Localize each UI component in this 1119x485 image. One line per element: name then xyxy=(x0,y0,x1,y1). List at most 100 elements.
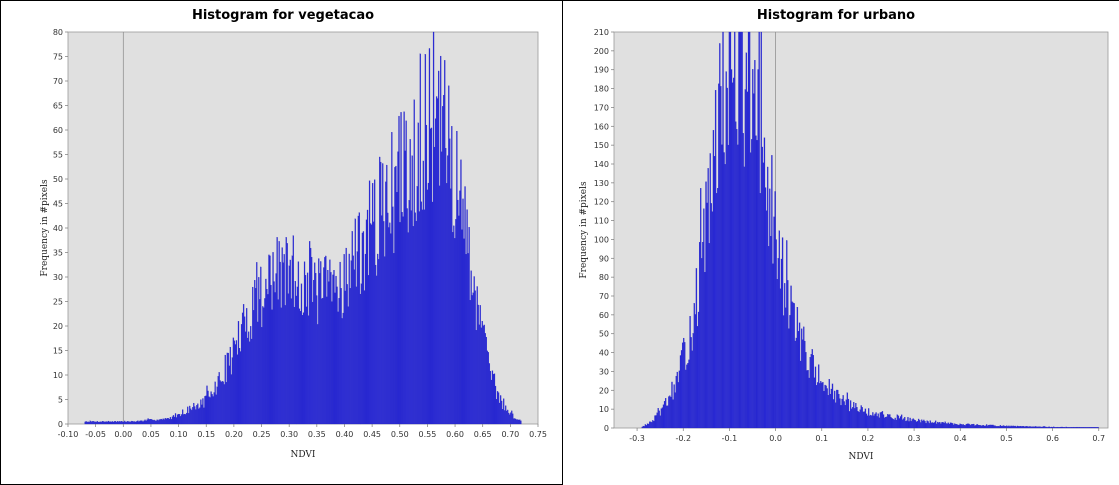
histogram-bar xyxy=(769,188,771,429)
histogram-bar xyxy=(317,324,319,425)
y-tick-label: 60 xyxy=(53,126,63,135)
histogram-bar xyxy=(163,419,165,425)
histogram-bar xyxy=(788,328,790,429)
x-tick-label: 0.50 xyxy=(391,430,409,439)
histogram-bar xyxy=(436,98,439,425)
histogram-bar xyxy=(520,420,522,425)
histogram-bar xyxy=(1078,426,1080,429)
histogram-bar xyxy=(972,424,974,429)
histogram-bar xyxy=(1063,427,1065,429)
histogram-bar xyxy=(116,421,119,425)
x-tick-label: 0.15 xyxy=(197,430,215,439)
histogram-bar xyxy=(1010,425,1012,429)
histogram-bar xyxy=(675,375,677,429)
histogram-bar xyxy=(1086,427,1089,429)
histogram-bar xyxy=(832,399,835,429)
histogram-bar xyxy=(416,186,418,425)
histogram-bar xyxy=(98,421,100,425)
histogram-bar xyxy=(297,261,300,425)
histogram-bar xyxy=(823,390,825,429)
histogram-bar xyxy=(1067,427,1070,429)
histogram-bar xyxy=(997,426,999,429)
histogram-bar xyxy=(226,352,228,425)
histogram-bar xyxy=(493,373,496,425)
histogram-bar xyxy=(896,414,898,429)
histogram-bar xyxy=(492,374,495,425)
y-tick-label: 170 xyxy=(594,103,609,112)
y-tick-label: 10 xyxy=(599,405,609,414)
histogram-bar xyxy=(645,425,648,429)
histogram-bar xyxy=(443,95,445,425)
histogram-bar xyxy=(155,420,157,425)
histogram-bar xyxy=(452,232,454,425)
histogram-bar xyxy=(875,412,877,429)
histogram-bar xyxy=(160,418,162,425)
histogram-bar xyxy=(683,337,685,429)
histogram-bar xyxy=(142,421,144,425)
histogram-bar xyxy=(772,263,774,429)
histogram-bar xyxy=(429,128,432,425)
histogram-bar xyxy=(477,304,479,425)
histogram-bar xyxy=(396,192,398,425)
histogram-bar xyxy=(256,262,258,425)
histogram-bar xyxy=(188,413,190,425)
histogram-bar xyxy=(462,198,464,425)
histogram-bar xyxy=(774,191,776,429)
histogram-bar xyxy=(919,420,921,429)
histogram-bar xyxy=(666,405,668,429)
histogram-bar xyxy=(961,424,963,429)
histogram-bar xyxy=(185,414,187,425)
histogram-bar xyxy=(119,421,121,425)
histogram-bar xyxy=(794,340,796,429)
histogram-bar xyxy=(701,258,703,429)
histogram-bar xyxy=(400,112,402,425)
histogram-bar xyxy=(136,421,138,425)
histogram-bar xyxy=(653,421,655,429)
histogram-bar xyxy=(239,351,242,425)
histogram-bar xyxy=(745,52,748,429)
histogram-bar xyxy=(508,412,510,425)
histogram-bar xyxy=(272,252,274,425)
histogram-bar xyxy=(677,382,679,429)
histogram-bar xyxy=(787,280,789,429)
histogram-bar xyxy=(843,401,845,429)
histogram-bar xyxy=(130,421,132,425)
histogram-bar xyxy=(927,421,929,429)
histogram-bar xyxy=(1014,425,1016,429)
histogram-bar xyxy=(1003,425,1005,429)
histogram-bar xyxy=(680,350,683,429)
histogram-bar xyxy=(982,425,985,429)
histogram-bar xyxy=(778,230,780,429)
histogram-bar xyxy=(799,360,802,429)
histogram-bar xyxy=(113,421,116,425)
histogram-bar xyxy=(249,341,251,425)
histogram-bar xyxy=(305,306,308,425)
y-axis-label: Frequency in #pixels xyxy=(40,179,50,277)
histogram-bar xyxy=(1074,427,1076,429)
histogram-bar xyxy=(179,416,182,425)
histogram-bar xyxy=(661,407,664,429)
histogram-bar xyxy=(816,382,819,429)
histogram-bar xyxy=(491,370,494,425)
histogram-bar xyxy=(700,188,702,429)
histogram-bar xyxy=(100,421,102,425)
histogram-bar xyxy=(339,261,341,425)
x-tick-label: 0.0 xyxy=(769,434,782,443)
histogram-bar xyxy=(1049,427,1052,429)
histogram-bar xyxy=(854,408,856,429)
histogram-bar xyxy=(878,417,880,429)
histogram-bar xyxy=(847,398,850,429)
histogram-bar xyxy=(172,415,175,425)
histogram-bar xyxy=(797,331,800,429)
histogram-bar xyxy=(930,422,932,429)
histogram-bar xyxy=(277,299,279,425)
histogram-bar xyxy=(734,31,736,429)
x-tick-label: 0.40 xyxy=(336,430,354,439)
histogram-bar xyxy=(796,307,799,429)
histogram-bar xyxy=(1095,427,1097,429)
histogram-bar xyxy=(1054,427,1056,429)
histogram-bar xyxy=(261,327,263,425)
histogram-bar xyxy=(90,421,92,425)
histogram-bar xyxy=(431,201,434,425)
histogram-bar xyxy=(369,223,372,425)
